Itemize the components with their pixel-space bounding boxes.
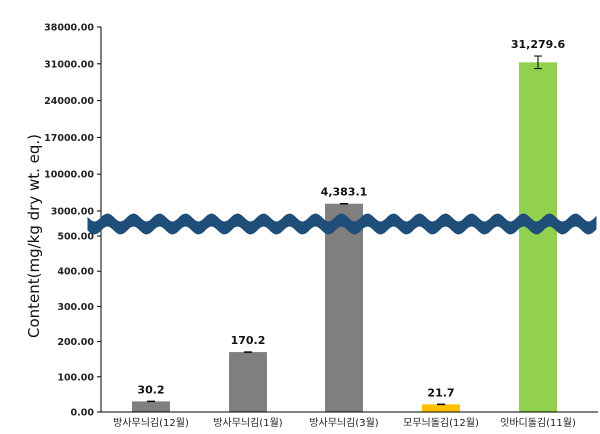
x-tick-label: 잇바디돌김(11월) — [500, 417, 576, 429]
y-tick-label: 300.00 — [57, 302, 94, 313]
axis-break-wave — [87, 213, 597, 235]
y-tick-label: 24000.00 — [44, 96, 94, 107]
y-axis-label: Content(mg/kg dry wt. eq.) — [25, 134, 43, 338]
data-label: 31,279.6 — [511, 38, 566, 51]
y-tick-label: 500.00 — [57, 232, 94, 243]
x-tick-label: 방사무늬김(3월) — [309, 417, 378, 429]
data-label: 4,383.1 — [321, 186, 368, 199]
x-tick-label: 방사무늬김(12월) — [113, 417, 189, 429]
y-tick-label: 200.00 — [57, 337, 94, 348]
data-label: 170.2 — [231, 334, 266, 347]
axis-break — [87, 213, 597, 235]
bar — [422, 404, 460, 412]
x-tick-label: 방사무늬김(1월) — [213, 417, 282, 429]
bar — [519, 62, 557, 412]
y-tick-label: 100.00 — [57, 372, 94, 383]
y-axis: 0.00 100.00 200.00 300.00 400.00 500.00 3000.0… — [44, 23, 102, 419]
y-tick-label: 17000.00 — [44, 133, 94, 144]
data-label: 30.2 — [137, 383, 164, 396]
y-tick-label: 31000.00 — [44, 59, 94, 70]
value-labels: 30.2 170.2 4,383.1 21.7 31,279.6 — [137, 38, 565, 399]
y-tick-label: 3000.00 — [51, 207, 95, 218]
y-tick-label: 38000.00 — [44, 23, 94, 34]
y-tick-label: 400.00 — [57, 267, 94, 278]
bars — [132, 55, 557, 412]
x-axis: 방사무늬김(12월) 방사무늬김(1월) 방사무늬김(3월) 모무늬돌김(12월) 잇바… — [101, 411, 598, 429]
bar — [325, 203, 363, 412]
y-tick-label: 0.00 — [71, 408, 95, 419]
data-label: 21.7 — [427, 386, 454, 399]
x-tick-label: 모무늬돌김(12월) — [403, 417, 479, 429]
bar — [132, 401, 170, 412]
y-tick-label: 10000.00 — [44, 170, 94, 181]
bar — [229, 352, 267, 412]
